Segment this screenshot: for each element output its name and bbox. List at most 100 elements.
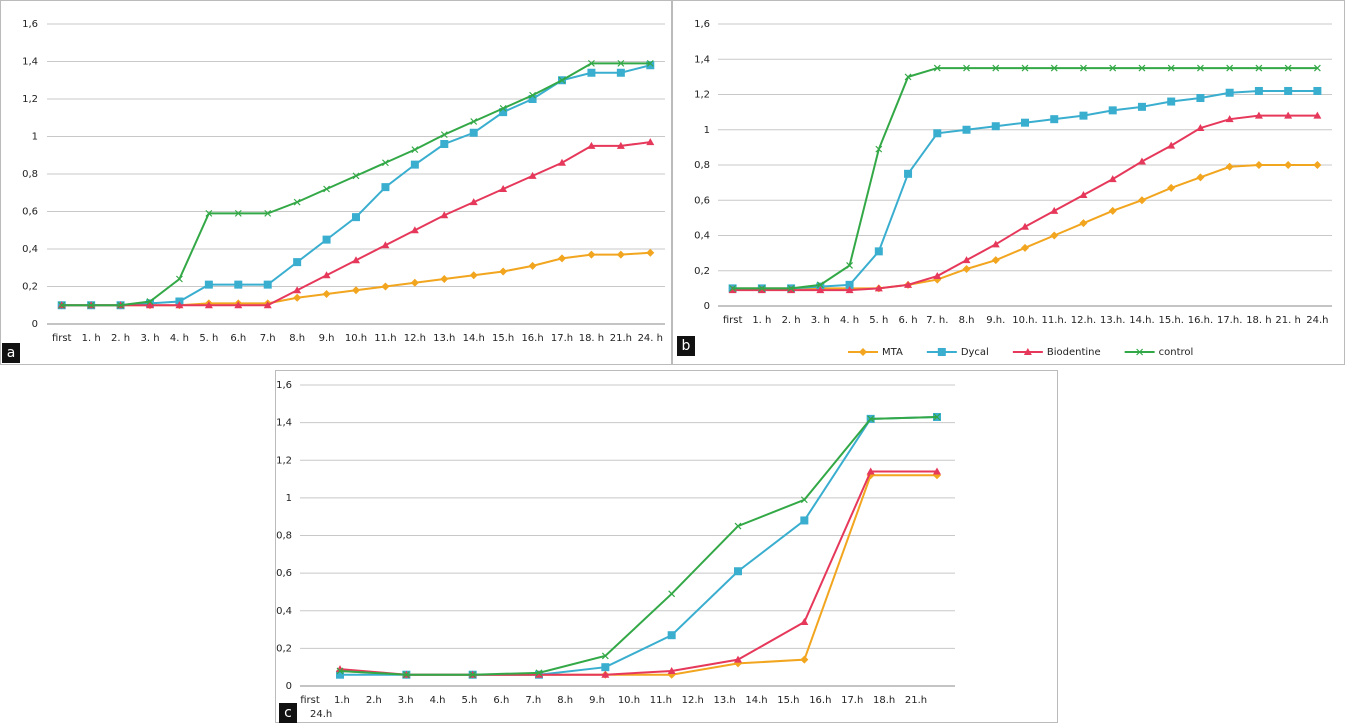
marker [1225, 115, 1234, 123]
marker [1284, 111, 1293, 119]
marker [263, 301, 272, 309]
marker [469, 271, 478, 280]
marker [322, 271, 331, 279]
marker [992, 64, 1000, 72]
series-line [732, 67, 1318, 290]
y-tick-label: 1 [286, 493, 292, 504]
marker [264, 209, 272, 217]
y-tick-label: 0,2 [694, 266, 710, 277]
panel-letter-box [2, 343, 20, 363]
series-line [340, 415, 938, 676]
x-tick-label: 6.h [230, 333, 246, 344]
marker [800, 496, 808, 504]
marker [440, 140, 449, 148]
x-tick-label: 8.h [959, 315, 975, 326]
marker [1023, 348, 1032, 355]
marker [410, 160, 419, 169]
marker [499, 108, 508, 117]
y-tick-label: 1,4 [276, 418, 292, 429]
y-tick-label: 0 [704, 301, 710, 312]
y-tick-label: 1 [704, 125, 710, 136]
marker [846, 262, 853, 269]
x-tick-label: 6.h [493, 695, 509, 706]
x-tick-label: 9.h. [986, 315, 1005, 326]
marker [352, 256, 360, 264]
marker [1313, 86, 1322, 95]
y-tick-label: 0 [286, 681, 292, 692]
x-tick-label: 2. h [111, 333, 130, 344]
marker [1021, 64, 1029, 72]
marker [469, 198, 478, 206]
x-tick-label: 13.h. [1100, 315, 1125, 326]
x-tick-label: 10.h [345, 333, 367, 344]
x-tick-label: 24.h [310, 709, 332, 720]
panel-letter-box [677, 336, 695, 356]
marker [336, 670, 344, 679]
x-tick-label: 6. h [899, 315, 918, 326]
marker [440, 211, 449, 219]
x-tick-label: 11.h. [1042, 315, 1067, 326]
legend-label: control [1159, 347, 1194, 358]
x-tick-label: 21.h [905, 695, 927, 706]
marker [410, 278, 419, 287]
marker [646, 59, 654, 67]
x-tick-label: 3.h [398, 695, 414, 706]
x-tick-label: 4. h [840, 315, 859, 326]
marker [322, 235, 331, 244]
marker [1109, 64, 1117, 72]
marker [1108, 106, 1117, 115]
x-tick-label: 2.h [366, 695, 382, 706]
x-tick-label: 7. h. [926, 315, 948, 326]
marker [616, 250, 625, 259]
marker [1196, 123, 1205, 131]
marker [962, 264, 971, 273]
x-tick-label: 17.h [551, 333, 573, 344]
legend-label: Biodentine [1047, 347, 1101, 358]
marker [646, 248, 655, 257]
marker [558, 76, 566, 84]
marker [734, 655, 742, 663]
marker [381, 241, 390, 249]
marker [146, 298, 154, 305]
marker [937, 348, 946, 356]
marker [1079, 190, 1088, 198]
x-tick-label: 1. h [82, 333, 101, 344]
marker [904, 169, 913, 178]
x-tick-label: 4.h [430, 695, 446, 706]
marker [382, 159, 389, 167]
marker [352, 172, 360, 180]
x-tick-label: 4. h [170, 333, 189, 344]
marker [816, 281, 824, 289]
y-tick-label: 0,8 [22, 169, 38, 180]
x-tick-label: 24. h [638, 333, 663, 344]
panel-letter-box [279, 703, 297, 723]
marker [469, 128, 478, 137]
marker [668, 590, 676, 598]
panel-letter: c [284, 705, 292, 721]
marker [499, 104, 507, 112]
series-line [732, 114, 1318, 292]
x-tick-label: 10.h [618, 695, 640, 706]
x-tick-label: 15.h [777, 695, 799, 706]
marker [859, 348, 867, 356]
x-tick-label: 21. h [1275, 315, 1300, 326]
marker [205, 209, 213, 217]
series-line [339, 415, 938, 676]
marker [874, 284, 883, 292]
y-tick-label: 0,4 [276, 606, 292, 617]
marker [1225, 88, 1234, 97]
marker [175, 301, 184, 309]
series-line [61, 64, 651, 307]
marker [558, 158, 566, 166]
marker [146, 301, 154, 309]
marker [845, 286, 854, 294]
marker [1021, 118, 1029, 127]
marker [1313, 161, 1322, 169]
marker [322, 290, 331, 298]
panel-frame [0, 0, 672, 365]
marker [117, 301, 124, 309]
x-tick-label: 3. h [811, 315, 830, 326]
marker [757, 286, 766, 294]
x-tick-label: 10.h. [1012, 315, 1037, 326]
marker [1137, 196, 1146, 205]
